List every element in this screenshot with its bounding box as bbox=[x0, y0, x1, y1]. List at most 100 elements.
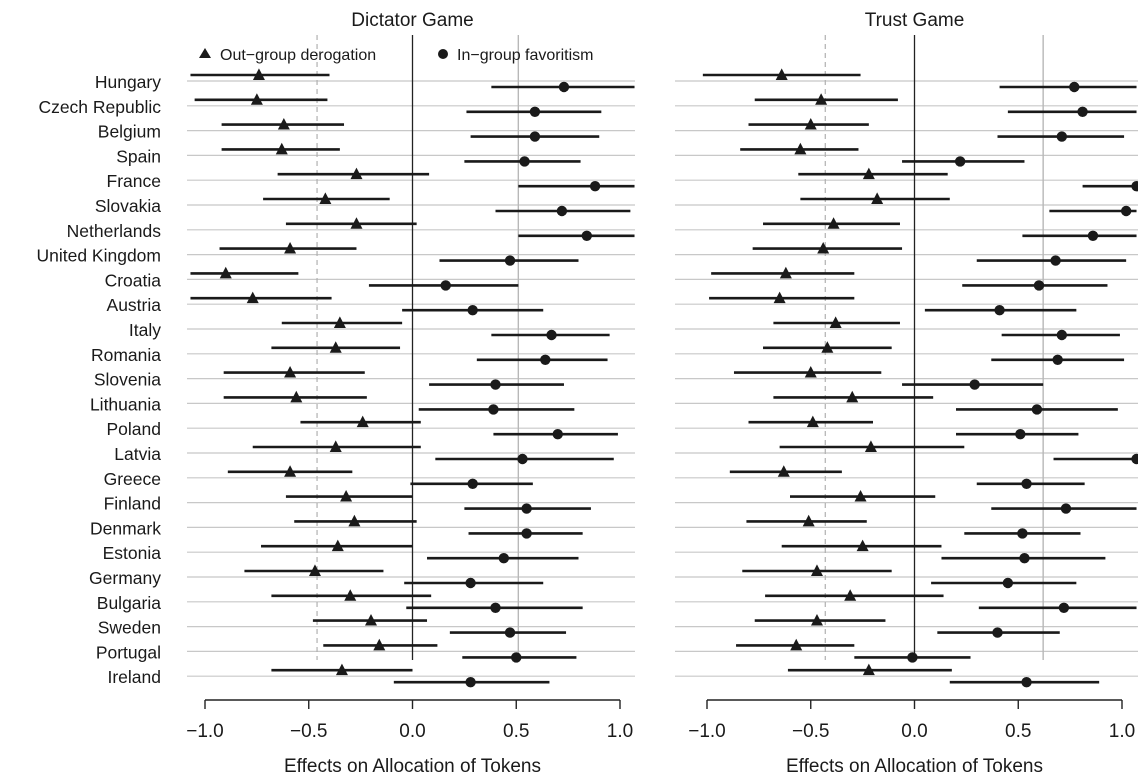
country-label: Sweden bbox=[98, 618, 161, 638]
point-circle bbox=[1021, 478, 1032, 489]
point-triangle bbox=[219, 266, 232, 279]
point-triangle bbox=[804, 366, 817, 378]
country-label: Slovakia bbox=[95, 196, 161, 216]
country-label: Czech Republic bbox=[38, 97, 161, 117]
point-circle bbox=[1017, 528, 1028, 539]
point-circle bbox=[1060, 503, 1072, 514]
point-triangle bbox=[356, 415, 369, 428]
point-triangle bbox=[810, 564, 823, 576]
point-circle bbox=[907, 652, 918, 663]
point-circle bbox=[488, 404, 499, 415]
point-circle bbox=[465, 677, 476, 688]
point-triangle bbox=[790, 638, 803, 651]
point-circle bbox=[1015, 429, 1026, 440]
point-triangle bbox=[827, 217, 840, 229]
x-tick-label: −0.5 bbox=[792, 721, 830, 742]
point-circle bbox=[1019, 553, 1030, 564]
country-label: Denmark bbox=[90, 518, 161, 538]
point-circle bbox=[581, 230, 592, 241]
point-triangle bbox=[856, 539, 869, 552]
country-label: Greece bbox=[104, 469, 161, 489]
point-triangle bbox=[350, 217, 363, 229]
point-triangle bbox=[284, 366, 297, 378]
point-circle bbox=[954, 156, 966, 167]
country-label: Portugal bbox=[96, 642, 161, 662]
point-triangle bbox=[815, 93, 828, 105]
point-triangle bbox=[773, 291, 786, 304]
point-triangle bbox=[333, 316, 346, 328]
country-label: Austria bbox=[107, 295, 162, 315]
x-tick-label: −1.0 bbox=[688, 721, 726, 742]
point-circle bbox=[589, 181, 601, 192]
point-triangle bbox=[862, 167, 875, 180]
point-triangle bbox=[277, 118, 290, 130]
point-triangle bbox=[775, 68, 788, 80]
point-circle bbox=[994, 305, 1005, 316]
point-triangle bbox=[854, 490, 867, 502]
point-triangle bbox=[290, 390, 303, 403]
point-circle bbox=[467, 478, 478, 489]
panel-trust-game: Trust Game −1.0 −0.5 0.0 0.5 1.0 Effects on Al… bbox=[675, 10, 1138, 777]
point-triangle bbox=[350, 167, 363, 180]
point-triangle bbox=[284, 465, 297, 477]
point-triangle bbox=[777, 465, 790, 477]
point-triangle bbox=[794, 142, 807, 155]
point-circle bbox=[1131, 453, 1138, 465]
country-label: Bulgaria bbox=[97, 593, 161, 613]
point-circle bbox=[465, 577, 476, 589]
point-triangle bbox=[844, 589, 857, 601]
country-label: Poland bbox=[107, 419, 162, 439]
point-circle bbox=[1120, 205, 1132, 217]
x-tick-label: 0.5 bbox=[503, 721, 529, 742]
country-label: Netherlands bbox=[67, 221, 162, 241]
point-circle bbox=[1069, 81, 1080, 93]
country-label: Germany bbox=[89, 568, 161, 588]
point-circle bbox=[498, 553, 509, 564]
x-tick-label: −1.0 bbox=[186, 721, 224, 742]
country-label: Latvia bbox=[114, 444, 161, 464]
point-circle bbox=[1021, 677, 1032, 688]
x-tick-label: 1.0 bbox=[1109, 721, 1135, 742]
point-triangle bbox=[862, 663, 875, 676]
point-circle bbox=[519, 156, 530, 167]
point-circle bbox=[992, 627, 1003, 638]
point-circle bbox=[1002, 577, 1014, 589]
point-circle bbox=[504, 255, 516, 266]
point-triangle bbox=[335, 663, 348, 676]
point-triangle bbox=[779, 266, 792, 279]
point-triangle bbox=[829, 316, 842, 328]
point-triangle bbox=[275, 142, 288, 155]
point-triangle bbox=[373, 638, 386, 651]
point-circle bbox=[552, 429, 563, 440]
point-circle bbox=[1087, 230, 1099, 241]
point-circle bbox=[969, 379, 980, 390]
point-circle bbox=[467, 305, 478, 316]
point-triangle bbox=[802, 514, 815, 527]
x-tick-label: 0.5 bbox=[1005, 721, 1031, 742]
point-triangle bbox=[246, 291, 259, 304]
panel-title: Dictator Game bbox=[351, 10, 473, 31]
x-axis-label: Effects on Allocation of Tokens bbox=[786, 756, 1043, 777]
country-label: Italy bbox=[129, 320, 161, 340]
legend-label: In−group favoritism bbox=[457, 47, 594, 64]
point-circle bbox=[440, 280, 451, 291]
point-circle bbox=[1056, 329, 1068, 341]
point-triangle bbox=[804, 118, 817, 130]
point-triangle bbox=[864, 440, 877, 452]
point-circle bbox=[517, 453, 528, 465]
country-label: Spain bbox=[116, 146, 161, 166]
point-triangle bbox=[319, 192, 332, 204]
point-triangle bbox=[250, 93, 263, 105]
point-circle bbox=[540, 354, 551, 365]
x-tick-label: −0.5 bbox=[290, 721, 328, 742]
country-label: Romania bbox=[91, 345, 161, 365]
country-label: Slovenia bbox=[94, 370, 161, 390]
point-circle bbox=[490, 379, 501, 390]
point-triangle bbox=[344, 589, 357, 601]
x-tick-label: 0.0 bbox=[399, 721, 425, 742]
point-triangle bbox=[365, 614, 377, 626]
x-axis-label: Effects on Allocation of Tokens bbox=[284, 756, 541, 777]
point-circle bbox=[504, 627, 516, 638]
country-label: Finland bbox=[104, 494, 161, 514]
